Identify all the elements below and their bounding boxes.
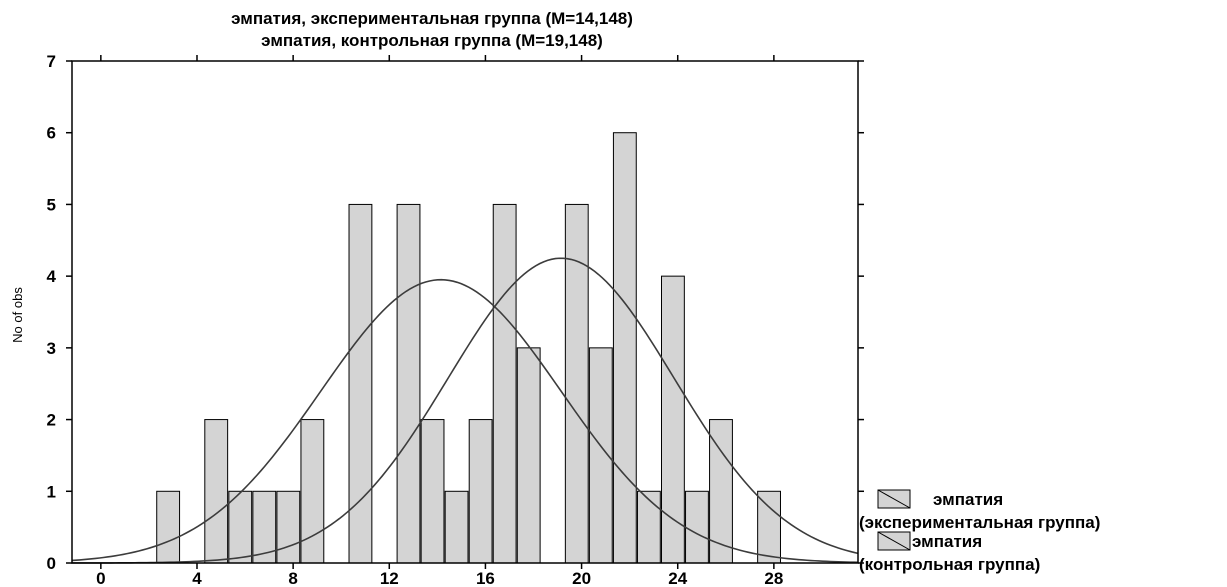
y-tick-label: 5 xyxy=(47,195,56,214)
legend-swatch-line-experimental xyxy=(877,489,911,509)
y-tick-label: 4 xyxy=(47,267,57,286)
histogram-bar xyxy=(420,419,445,564)
chart-title-line-1: эмпатия, экспериментальная группа (M=14,… xyxy=(231,9,633,28)
x-tick-label: 4 xyxy=(192,569,202,587)
histogram-bar xyxy=(348,203,373,564)
legend-item-experimental: эмпатия (экспериментальная группа) xyxy=(859,489,1100,532)
chart-title-line-2: эмпатия, контрольная группа (M=19,148) xyxy=(261,31,603,50)
fit-curve-experimental xyxy=(71,278,859,564)
x-tick-label: 0 xyxy=(96,569,105,587)
x-tick-label: 8 xyxy=(288,569,297,587)
histogram-bar xyxy=(468,419,493,564)
histogram-bar xyxy=(444,490,469,564)
legend-label-control-line2: (контрольная группа) xyxy=(859,555,1040,574)
x-tick-label: 12 xyxy=(380,569,399,587)
histogram-bar xyxy=(636,490,661,564)
histogram-bar xyxy=(757,490,781,564)
y-axis: 0 1 2 3 4 5 6 7 xyxy=(47,52,864,573)
histogram-bar xyxy=(228,490,253,564)
bars-group xyxy=(156,132,781,564)
y-axis-label: No of obs xyxy=(10,287,25,343)
y-tick-label: 3 xyxy=(47,339,56,358)
histogram-bar xyxy=(396,203,421,564)
legend-swatch-line-control xyxy=(877,531,911,551)
histogram-bar xyxy=(276,490,301,564)
x-axis: 0 4 8 12 16 20 24 28 xyxy=(96,55,783,587)
legend-label-control-line1: эмпатия xyxy=(912,532,982,551)
plot-frame xyxy=(71,60,859,564)
x-tick-label: 16 xyxy=(476,569,495,587)
histogram-bar xyxy=(300,419,325,564)
fit-curve-control xyxy=(72,257,859,564)
x-tick-label: 28 xyxy=(764,569,783,587)
histogram-bar xyxy=(204,419,229,564)
legend: эмпатия (экспериментальная группа) эмпат… xyxy=(859,489,1100,574)
histogram-bar xyxy=(252,490,277,564)
x-tick-label: 24 xyxy=(668,569,687,587)
fit-curves-group xyxy=(71,257,859,564)
legend-item-control: эмпатия (контрольная группа) xyxy=(859,531,1040,574)
y-tick-label: 2 xyxy=(47,411,56,430)
histogram-bar xyxy=(685,490,709,564)
histogram-bar xyxy=(612,132,637,564)
y-tick-label: 6 xyxy=(47,124,56,143)
y-tick-label: 1 xyxy=(47,482,56,501)
legend-label-experimental-line1: эмпатия xyxy=(933,490,1003,509)
legend-label-experimental-line2: (экспериментальная группа) xyxy=(859,513,1100,532)
y-tick-label: 7 xyxy=(47,52,56,71)
y-tick-label: 0 xyxy=(47,554,56,573)
x-tick-label: 20 xyxy=(572,569,591,587)
histogram-bar xyxy=(516,347,541,564)
histogram-bar xyxy=(156,490,181,564)
histogram-bar xyxy=(492,203,517,564)
